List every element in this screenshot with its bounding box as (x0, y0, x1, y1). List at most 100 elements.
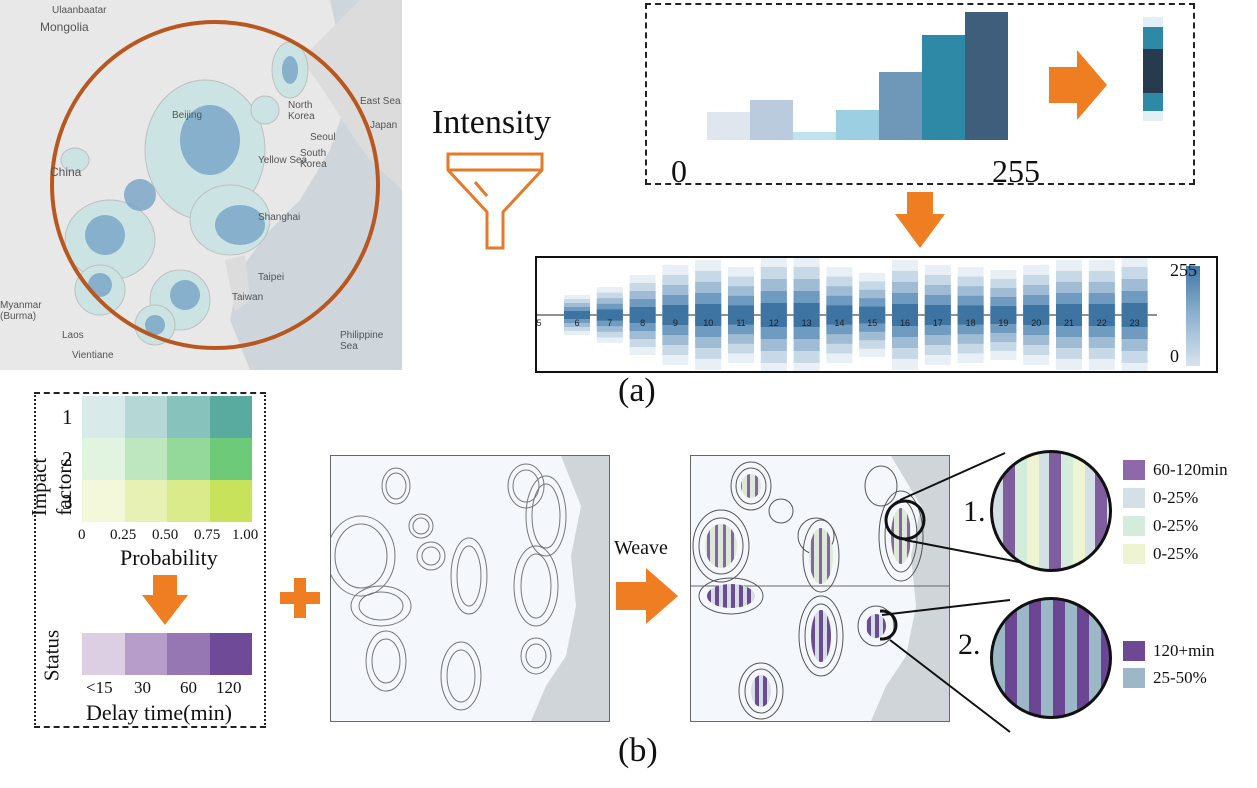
impact-cell (209, 480, 252, 522)
histogram-strip-segment (1143, 17, 1163, 27)
legend-box (34, 392, 266, 728)
timeline-bar-layer (662, 305, 689, 325)
timeline-hour-label: 18 (966, 318, 976, 328)
caption-a: (a) (618, 372, 656, 409)
histogram-strip-segment (1143, 49, 1163, 71)
impact-cell (82, 480, 125, 522)
timeline-bar-layer (1023, 305, 1050, 325)
woven-graphic (691, 456, 949, 721)
timeline-bar-layer (1056, 304, 1082, 326)
timeline-scale-bar (1186, 266, 1200, 366)
timeline-hour-label: 8 (640, 318, 645, 328)
impact-cell (124, 438, 167, 480)
histogram-bar (879, 72, 922, 140)
map-label-beijing: Beijing (172, 110, 203, 121)
probability-label: Probability (120, 545, 218, 570)
histogram-bar (836, 110, 879, 140)
timeline-bar-layer (826, 305, 853, 325)
legend-label: 0-25% (1153, 544, 1199, 563)
histogram-strip-segment (1143, 71, 1163, 93)
timeline-hour-label: 22 (1097, 318, 1107, 328)
timeline-bar-layer (924, 305, 951, 325)
impact-xtick-2: 0.50 (152, 527, 179, 543)
timeline-bar-layer (990, 306, 1017, 324)
impact-row-3: 3 (62, 490, 73, 514)
histogram-box: 0 255 (645, 3, 1195, 189)
legend-down-arrow-icon (142, 575, 188, 625)
status-cell (82, 633, 125, 675)
legend-label: 0-25% (1153, 516, 1199, 535)
status-cell (209, 633, 252, 675)
weave-arrow-icon (616, 568, 678, 624)
impact-cell (167, 480, 210, 522)
map-label-north-korea: North Korea (288, 100, 315, 122)
impact-cell (124, 480, 167, 522)
down-arrow-icon (895, 192, 945, 248)
map-label-myanmar: Myanmar (Burma) (0, 300, 42, 322)
histogram-strip-segment (1143, 111, 1163, 121)
timeline-hour-label: 6 (574, 318, 579, 328)
impact-row-2: 2 (62, 447, 73, 471)
legend-swatch (1123, 641, 1145, 661)
impact-cell (209, 438, 252, 480)
map-label-south-korea: South Korea (300, 148, 327, 170)
legend-item: 0-25% (1123, 544, 1198, 564)
legend-swatch (1123, 488, 1145, 508)
status-tick-1: 30 (134, 678, 151, 697)
map-label-yellow-sea: Yellow Sea (258, 155, 308, 166)
impact-factors-label: Impact factors (27, 457, 76, 517)
timeline-chart: 5 6 7 8 9 10 11 12 13 14 15 16 17 18 19 20 21 22 23 (537, 258, 1157, 371)
impact-xtick-3: 0.75 (194, 527, 221, 543)
timeline-hour-label: 14 (834, 318, 844, 328)
timeline-hour-label: 19 (998, 318, 1008, 328)
histogram-strip-segment (1143, 27, 1163, 49)
heatmap-map: Ulaanbaatar Mongolia North Korea East Se… (0, 0, 402, 370)
timeline-hour-label: 20 (1031, 318, 1041, 328)
weave-label: Weave (614, 537, 668, 559)
timeline-bar-layer (695, 304, 722, 326)
legend-swatch (1123, 516, 1145, 536)
timeline-bar-layer (596, 309, 623, 321)
plus-icon (280, 578, 320, 618)
zoom-circle-1 (990, 450, 1112, 572)
histogram-bar (922, 35, 965, 140)
timeline-hour-label: 15 (867, 318, 877, 328)
map-graphic (0, 0, 402, 370)
map-label-mongolia: Mongolia (40, 20, 89, 34)
timeline-hour-label: 7 (607, 318, 612, 328)
timeline-bar-layer (1121, 303, 1148, 327)
map-label-japan: Japan (370, 120, 398, 131)
legend-item: 25-50% (1123, 668, 1207, 688)
status-cell (124, 633, 167, 675)
delay-time-label: Delay time(min) (86, 700, 233, 725)
impact-cell (167, 396, 210, 438)
contour-map (330, 455, 610, 722)
legend-item: 0-25% (1123, 488, 1198, 508)
timeline-hour-label: 5 (537, 318, 542, 328)
map-label-china: China (50, 165, 82, 179)
timeline-hour-label: 11 (736, 318, 745, 328)
timeline-hour-label: 16 (900, 318, 910, 328)
histogram-bar (750, 100, 793, 140)
timeline-bar-layer (728, 305, 754, 325)
legend-swatch (1123, 668, 1145, 688)
timeline-scale-min: 0 (1170, 346, 1179, 366)
histogram-max-label: 255 (992, 153, 1040, 189)
status-tick-2: 60 (180, 678, 197, 697)
legend-swatch (1123, 544, 1145, 564)
timeline-bar-layer (1088, 304, 1115, 326)
funnel-icon (446, 152, 544, 250)
map-label-taipei: Taipei (258, 272, 285, 283)
zoom-1-number: 1. (963, 495, 986, 528)
timeline-bar-layer (957, 305, 984, 325)
map-label-east-sea: East Sea (360, 96, 401, 107)
timeline-hour-label: 13 (802, 318, 812, 328)
map-label-taiwan: Taiwan (232, 292, 264, 303)
legend-label: 60-120min (1153, 460, 1228, 479)
legend-label: 0-25% (1153, 488, 1199, 507)
contour-graphic (331, 456, 609, 721)
zoom-circle-2 (990, 597, 1112, 719)
timeline-hour-label: 21 (1064, 318, 1074, 328)
timeline-hour-label: 10 (703, 318, 713, 328)
impact-xtick-0: 0 (78, 527, 86, 543)
